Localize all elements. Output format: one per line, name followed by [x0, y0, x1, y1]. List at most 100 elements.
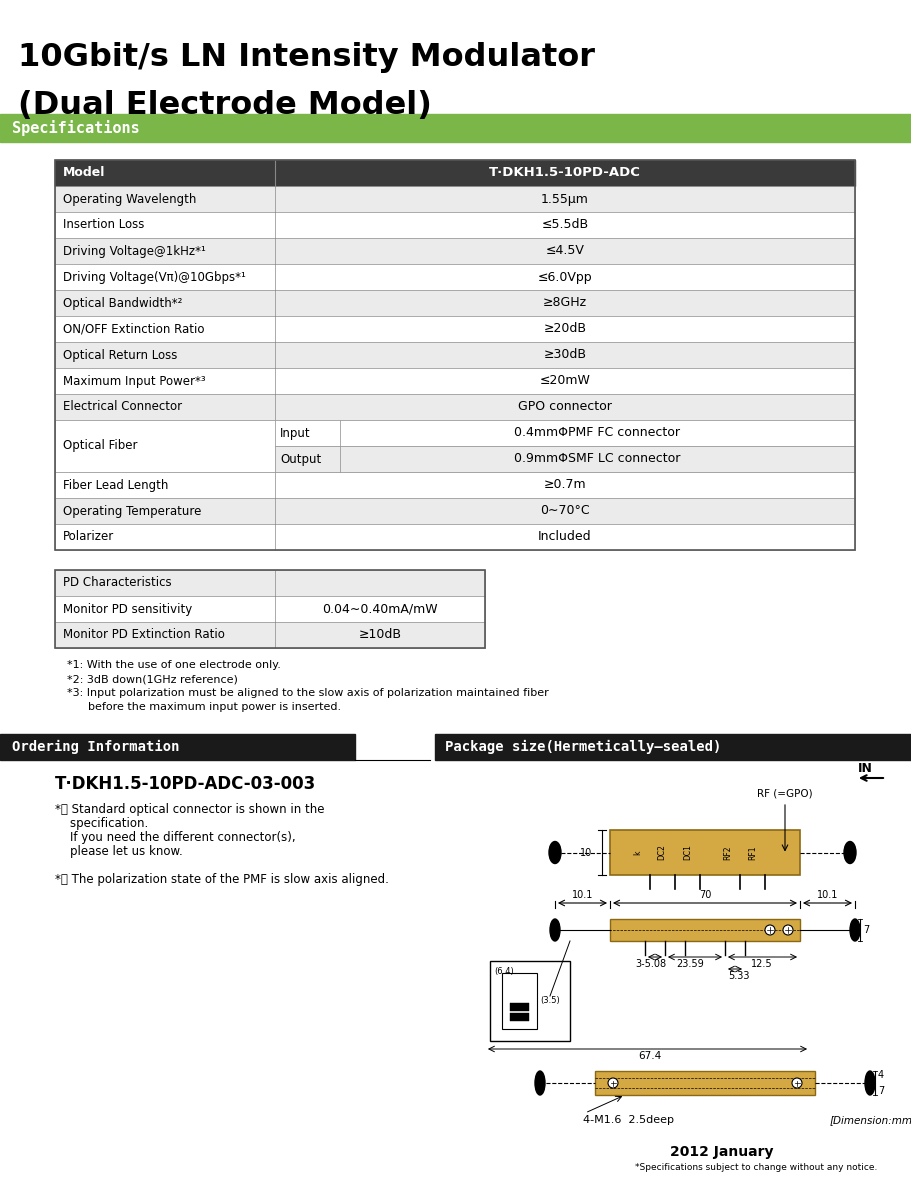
Bar	[435, 734, 911, 760]
Text: Included: Included	[538, 530, 592, 544]
Text: 0.4mmΦPMF FC connector: 0.4mmΦPMF FC connector	[515, 426, 681, 439]
Bar	[610, 830, 800, 875]
Text: 10Gbit/s LN Intensity Modulator: 10Gbit/s LN Intensity Modulator	[18, 42, 595, 73]
Circle shape	[765, 925, 775, 935]
Text: Optical Return Loss: Optical Return Loss	[63, 348, 178, 361]
Bar	[510, 1003, 529, 1010]
Text: Monitor PD sensitivity: Monitor PD sensitivity	[63, 602, 192, 616]
Text: *3: Input polarization must be aligned to the slow axis of polarization maintain: *3: Input polarization must be aligned t…	[67, 688, 548, 698]
Text: ON/OFF Extinction Ratio: ON/OFF Extinction Ratio	[63, 323, 204, 336]
Text: RF1: RF1	[749, 845, 758, 859]
Ellipse shape	[865, 1070, 875, 1094]
Text: [Dimension:mm]: [Dimension:mm]	[830, 1115, 911, 1126]
Bar	[55, 160, 855, 550]
Text: *： The polarization state of the PMF is slow axis aligned.: *： The polarization state of the PMF is …	[55, 874, 389, 886]
Bar	[55, 524, 855, 550]
Ellipse shape	[844, 841, 856, 864]
Text: *： Standard optical connector is shown in the: *： Standard optical connector is shown i…	[55, 803, 324, 816]
Bar	[340, 446, 855, 472]
Text: T·DKH1.5-10PD-ADC: T·DKH1.5-10PD-ADC	[489, 167, 641, 180]
Text: ≤5.5dB: ≤5.5dB	[541, 218, 589, 232]
Bar	[275, 446, 340, 472]
Bar	[55, 498, 855, 524]
Text: ≤6.0Vpp: ≤6.0Vpp	[537, 270, 592, 283]
Bar	[55, 570, 485, 596]
Text: Output: Output	[280, 452, 322, 466]
Bar	[55, 342, 855, 368]
Text: Driving Voltage(Vπ)@10Gbps*¹: Driving Voltage(Vπ)@10Gbps*¹	[63, 270, 246, 283]
Text: Maximum Input Power*³: Maximum Input Power*³	[63, 374, 206, 388]
Bar	[55, 264, 855, 290]
Text: If you need the different connector(s),: If you need the different connector(s),	[55, 830, 296, 844]
Bar	[55, 420, 855, 446]
Text: 10: 10	[579, 847, 592, 858]
Bar	[55, 472, 855, 498]
Circle shape	[608, 1078, 618, 1088]
Text: ≥0.7m: ≥0.7m	[544, 479, 587, 492]
Bar	[610, 919, 800, 941]
Bar	[55, 316, 855, 342]
Ellipse shape	[850, 919, 860, 941]
Text: Optical Fiber: Optical Fiber	[63, 439, 138, 452]
Text: T·DKH1.5-10PD-ADC-03-003: T·DKH1.5-10PD-ADC-03-003	[55, 775, 316, 793]
Text: *1: With the use of one electrode only.: *1: With the use of one electrode only.	[67, 660, 281, 670]
Text: Operating Temperature: Operating Temperature	[63, 504, 201, 517]
Bar	[0, 114, 911, 142]
Text: RF2: RF2	[723, 845, 732, 859]
Text: Electrical Connector: Electrical Connector	[63, 401, 182, 414]
Text: 70: 70	[699, 890, 711, 900]
Ellipse shape	[550, 919, 560, 941]
Bar	[55, 420, 275, 472]
Text: 0.9mmΦSMF LC connector: 0.9mmΦSMF LC connector	[515, 452, 681, 466]
Text: 1.55μm: 1.55μm	[541, 192, 589, 205]
Text: ≥20dB: ≥20dB	[544, 323, 587, 336]
Text: 7: 7	[878, 1086, 885, 1096]
Bar	[502, 973, 537, 1028]
Text: 4: 4	[878, 1070, 884, 1080]
Bar	[55, 394, 855, 420]
Bar	[55, 622, 485, 648]
Bar	[0, 734, 355, 760]
Text: RF (=GPO): RF (=GPO)	[757, 788, 813, 798]
Text: Optical Bandwidth*²: Optical Bandwidth*²	[63, 296, 182, 310]
Bar	[595, 1070, 815, 1094]
Text: *Specifications subject to change without any notice.: *Specifications subject to change withou…	[635, 1163, 877, 1172]
Text: ≤20mW: ≤20mW	[539, 374, 590, 388]
Text: 3-5.08: 3-5.08	[635, 959, 666, 970]
Text: ≥8GHz: ≥8GHz	[543, 296, 587, 310]
Text: (Dual Electrode Model): (Dual Electrode Model)	[18, 90, 432, 121]
Text: 10.1: 10.1	[817, 890, 838, 900]
Text: IN: IN	[858, 762, 873, 775]
Text: 7: 7	[863, 925, 869, 935]
Text: ≥10dB: ≥10dB	[359, 629, 402, 642]
Text: 0∼70°C: 0∼70°C	[540, 504, 589, 517]
Text: ≥30dB: ≥30dB	[544, 348, 587, 361]
Bar	[55, 570, 485, 648]
Bar	[55, 160, 855, 186]
Bar	[490, 961, 570, 1040]
Text: Monitor PD Extinction Ratio: Monitor PD Extinction Ratio	[63, 629, 225, 642]
Text: 5.33: 5.33	[728, 971, 750, 982]
Circle shape	[792, 1078, 802, 1088]
Text: (3.5): (3.5)	[540, 996, 559, 1006]
Text: k: k	[633, 851, 642, 854]
Circle shape	[783, 925, 793, 935]
Bar	[55, 186, 855, 212]
Bar	[55, 596, 485, 622]
Bar	[55, 238, 855, 264]
Text: Specifications: Specifications	[12, 120, 139, 136]
Text: 0.04∼0.40mA/mW: 0.04∼0.40mA/mW	[322, 602, 438, 616]
Bar	[55, 212, 855, 238]
Text: (6.4): (6.4)	[494, 967, 514, 976]
Text: Operating Wavelength: Operating Wavelength	[63, 192, 197, 205]
Bar	[55, 368, 855, 394]
Text: 2012 January: 2012 January	[670, 1145, 773, 1159]
Text: 23.59: 23.59	[676, 959, 704, 970]
Bar	[55, 446, 855, 472]
Text: please let us know.: please let us know.	[55, 845, 183, 858]
Text: Driving Voltage@1kHz*¹: Driving Voltage@1kHz*¹	[63, 245, 206, 258]
Text: DC1: DC1	[683, 845, 692, 860]
Text: PD Characteristics: PD Characteristics	[63, 576, 171, 589]
Text: Fiber Lead Length: Fiber Lead Length	[63, 479, 169, 492]
Text: 12.5: 12.5	[752, 959, 773, 970]
